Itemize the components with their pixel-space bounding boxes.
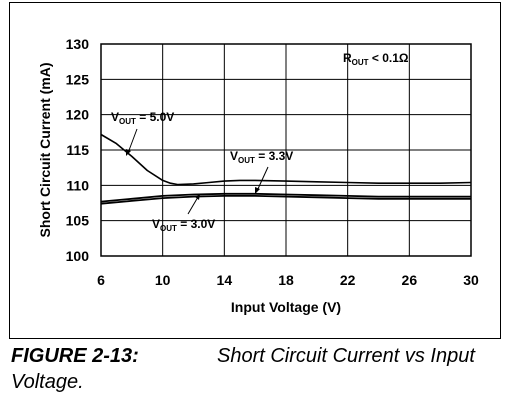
x-tick-labels: 6 10 14 18 22 26 30 [97, 272, 479, 288]
rout-note-main: R [343, 51, 352, 65]
series-layer [100, 133, 472, 205]
series-line [100, 133, 472, 186]
series-label-3v0-main: V [152, 217, 160, 231]
series-label-3v3-main: V [230, 149, 238, 163]
y-tick-label: 130 [66, 36, 90, 52]
x-tick-label: 6 [97, 272, 105, 288]
x-tick-label: 10 [155, 272, 171, 288]
y-tick-label: 105 [66, 213, 90, 229]
series-label-3v3-rest: = 3.3V [255, 149, 293, 163]
rout-note-rest: < 0.1Ω [369, 51, 409, 65]
plot-area [100, 43, 472, 257]
y-tick-labels: 100 105 110 115 120 125 130 [66, 36, 90, 264]
leader-line [256, 166, 269, 192]
series-label-5v0: VOUT = 5.0V [111, 110, 174, 126]
grid [100, 43, 472, 257]
figure-number: FIGURE 2-13: [11, 345, 139, 367]
series-label-3v0-rest: = 3.0V [177, 217, 215, 231]
figure-description: Short Circuit Current vs Input Voltage. [11, 345, 475, 393]
leader-line [127, 128, 138, 154]
series-annotations: VOUT = 5.0V VOUT = 3.3V VOUT = 3.0V [111, 110, 293, 233]
x-axis-label: Input Voltage (V) [231, 299, 341, 315]
x-tick-label: 30 [463, 272, 479, 288]
leader-arrowhead [255, 187, 260, 194]
figure-caption: FIGURE 2-13: Short Circuit Current vs Inp… [11, 343, 506, 395]
series-label-5v0-main: V [111, 110, 119, 124]
leader-arrowhead [126, 149, 131, 156]
y-tick-label: 110 [66, 177, 89, 193]
y-tick-label: 100 [66, 248, 90, 264]
series-label-5v0-sub: OUT [119, 117, 136, 126]
x-tick-label: 14 [217, 272, 233, 288]
series-label-3v0-sub: OUT [160, 224, 177, 233]
series-label-3v3: VOUT = 3.3V [230, 149, 293, 165]
x-tick-label: 18 [278, 272, 294, 288]
leader-arrowhead [195, 194, 200, 200]
leader-line [187, 196, 199, 215]
y-tick-label: 120 [66, 107, 90, 123]
y-axis-label: Short Circuit Current (mA) [37, 63, 53, 238]
series-label-3v3-sub: OUT [238, 156, 255, 165]
x-tick-label: 26 [402, 272, 418, 288]
rout-note: ROUT < 0.1Ω [343, 51, 409, 67]
y-tick-label: 115 [66, 142, 89, 158]
chart: 6 10 14 18 22 26 30 100 105 110 115 120 125 130 Inpu… [37, 36, 479, 315]
x-tick-label: 22 [340, 272, 356, 288]
series-label-3v0: VOUT = 3.0V [152, 217, 215, 233]
chart-frame [9, 2, 501, 339]
series-line [100, 192, 471, 203]
series-line [100, 194, 471, 205]
rout-note-sub: OUT [352, 58, 369, 67]
y-tick-label: 125 [66, 71, 90, 87]
series-label-5v0-rest: = 5.0V [136, 110, 174, 124]
